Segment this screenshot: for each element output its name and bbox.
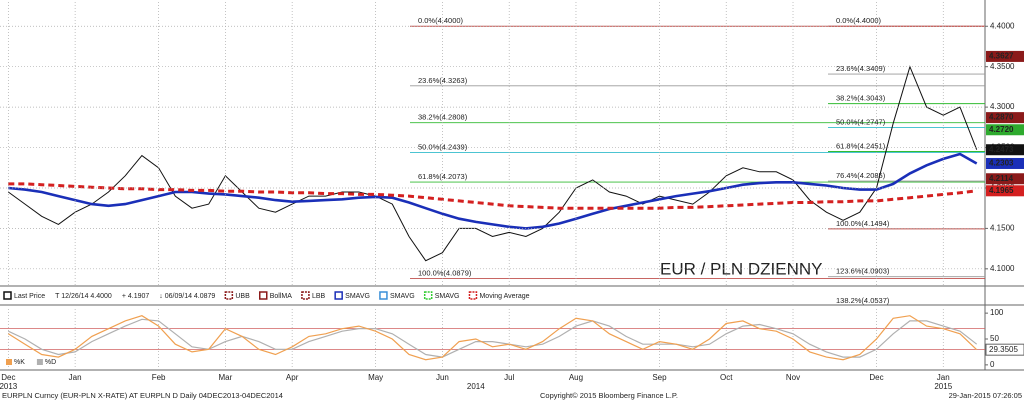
series-line [8,65,978,262]
series-line [7,315,978,361]
x-tick-label: Oct [720,373,733,382]
main-plot [8,25,985,280]
fib-label: 100.0%(4.0879) [418,269,472,278]
fib-label: 138.2%(4.0537) [836,296,890,305]
legend-label: BollMA [270,293,293,300]
value-box [986,185,1024,197]
fib-label: 23.6%(4.3409) [836,64,886,73]
legend-swatch [334,291,343,300]
fib-label: 0.0%(4.4000) [836,16,882,25]
fib-label: 0.0%(4.4000) [418,16,464,25]
legend-swatch [468,291,478,300]
value-box-label: 4.1965 [989,186,1014,195]
legend-swatch [301,291,310,300]
value-box-label: 4.3627 [989,52,1014,61]
value-box-label: 29.3505 [989,345,1018,354]
value-box-label: 4.2720 [989,125,1014,134]
legend-swatch [423,291,433,300]
value-box-label: 4.2114 [989,174,1014,183]
value-box [986,157,1024,169]
footer-source: EURPLN Curncy (EUR-PLN X-RATE) AT EURPLN… [2,391,283,400]
y-tick-label: 50 [990,334,999,343]
x-tick-label: Jun [436,373,449,382]
legend-swatch [379,291,388,300]
x-tick-label: Sep [652,373,667,382]
value-box [986,144,1024,156]
value-box-label: 4.2303 [989,159,1014,168]
fib-label: 76.4%(4.2085) [836,171,886,180]
series-line [8,182,977,210]
x-tick-label: Apr [286,373,299,382]
legend-label: LBB [312,293,326,300]
value-box-label: 4.2473 [989,145,1014,154]
x-tick-label: Jul [504,373,514,382]
fib-label: 61.8%(4.2073) [418,172,468,181]
footer-copyright: Copyright© 2015 Bloomberg Finance L.P. [540,391,678,400]
value-box [986,173,1024,185]
fib-label: 50.0%(4.2747) [836,118,886,127]
value-box [986,50,1024,62]
fib-label: 38.2%(4.3043) [836,94,886,103]
fib-label: 100.0%(4.1494) [836,219,890,228]
y-tick-label: 0 [990,360,995,369]
x-year-label: 2013 [0,382,18,391]
legend-swatch [224,291,234,300]
legend-label: T 12/26/14 4.4000 [55,293,112,300]
value-box-label: 4.2870 [989,113,1014,122]
value-box [986,112,1024,124]
x-year-label: 2015 [934,382,952,391]
footer-timestamp: 29-Jan-2015 07:26:05 [949,391,1022,400]
legend-swatch [3,291,12,300]
fib-label: 38.2%(4.2808) [418,113,468,122]
y-tick-label: 4.4000 [990,21,1015,30]
x-tick-label: Dec [869,373,883,382]
y-tick-label: 4.1500 [990,224,1015,233]
fib-label: 61.8%(4.2451) [836,141,886,150]
fib-label: 50.0%(4.2439) [418,142,468,151]
x-tick-label: Aug [569,373,583,382]
x-tick-label: Dec [1,373,15,382]
legend-label: Moving Average [479,293,529,300]
x-tick-label: Jan [937,373,950,382]
x-year-label: 2014 [467,382,485,391]
legend-label: Last Price [14,293,45,300]
y-tick-label: 4.1000 [990,264,1015,273]
legend-swatch [259,291,268,300]
y-tick-label: 4.3500 [990,62,1015,71]
legend-label: UBB [235,293,250,300]
legend-label: + 4.1907 [122,293,150,300]
legend-label: %D [45,359,56,366]
value-box [985,343,1024,356]
legend-swatch [36,359,43,365]
legend-label: SMAVG [390,293,415,300]
legend-label: %K [14,359,25,366]
legend-label: SMAVG [345,293,370,300]
legend-label: ↓ 06/09/14 4.0879 [159,293,215,300]
x-tick-label: Mar [218,373,232,382]
y-tick-label: 4.3000 [990,102,1015,111]
x-tick-label: Nov [786,373,800,382]
value-box [986,124,1024,136]
x-tick-label: Jan [69,373,82,382]
series-line [8,318,978,358]
legend-swatch [6,359,12,365]
x-tick-label: Feb [152,373,166,382]
fib-label: 23.6%(4.3263) [418,76,468,85]
legend-label: SMAVG [435,293,460,300]
series-line [8,152,978,230]
y-tick-label: 100 [990,308,1004,317]
x-tick-label: May [368,373,383,382]
fib-label: 123.6%(4.0903) [836,267,890,276]
